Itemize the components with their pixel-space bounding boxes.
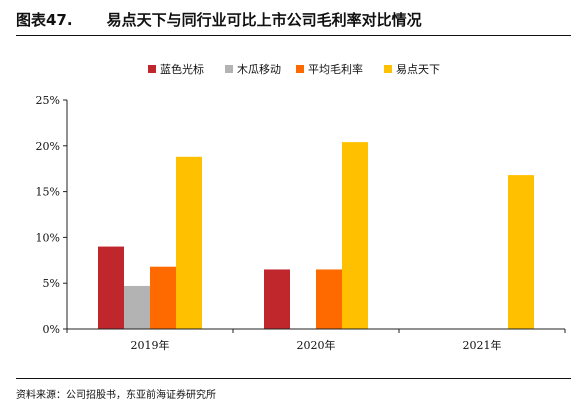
legend-swatch-3 (296, 65, 304, 73)
legend-label-1: 蓝色光标 (160, 62, 204, 76)
bar-1-2 (264, 269, 290, 329)
legend-swatch-4 (384, 65, 392, 73)
top-rule (16, 35, 571, 36)
bars (98, 142, 534, 329)
bar-1-1 (98, 246, 124, 329)
bar-4-2 (342, 142, 368, 329)
bar-chart: 蓝色光标 木瓜移动 平均毛利率 易点天下 0% 5% 10% 15% 20% 25% 2019年… (36, 62, 566, 352)
legend-label-3: 平均毛利率 (308, 62, 363, 76)
bottom-rule (16, 378, 571, 379)
y-tick-label-6: 25% (36, 94, 60, 107)
figure-title: 易点天下与同行业可比上市公司毛利率对比情况 (106, 10, 422, 29)
y-tick-label-3: 10% (36, 231, 60, 244)
y-axis: 0% 5% 10% 15% 20% 25% (36, 94, 68, 336)
bar-2-1 (124, 285, 150, 329)
bar-4-1 (176, 156, 202, 329)
x-tick-label-2: 2020年 (297, 338, 336, 352)
legend: 蓝色光标 木瓜移动 平均毛利率 易点天下 (148, 62, 440, 76)
y-tick-label-5: 20% (36, 140, 60, 153)
x-tick-label-3: 2021年 (463, 338, 502, 352)
bar-3-2 (316, 269, 342, 329)
legend-swatch-1 (148, 65, 156, 73)
x-tick-label-1: 2019年 (131, 338, 170, 352)
y-tick-label-2: 5% (43, 277, 60, 290)
figure-header: 图表47. 易点天下与同行业可比上市公司毛利率对比情况 (16, 6, 422, 32)
figure-number: 图表47. (16, 10, 73, 29)
y-tick-label-1: 0% (43, 323, 60, 336)
legend-label-2: 木瓜移动 (237, 63, 281, 76)
legend-swatch-2 (225, 65, 233, 73)
x-axis: 2019年 2020年 2021年 (66, 328, 566, 352)
source-note: 资料来源：公司招股书，东亚前海证券研究所 (16, 390, 216, 401)
bar-4-3 (508, 175, 534, 329)
y-tick-label-4: 15% (36, 186, 60, 199)
legend-label-4: 易点天下 (396, 63, 440, 76)
bar-3-1 (150, 266, 176, 329)
